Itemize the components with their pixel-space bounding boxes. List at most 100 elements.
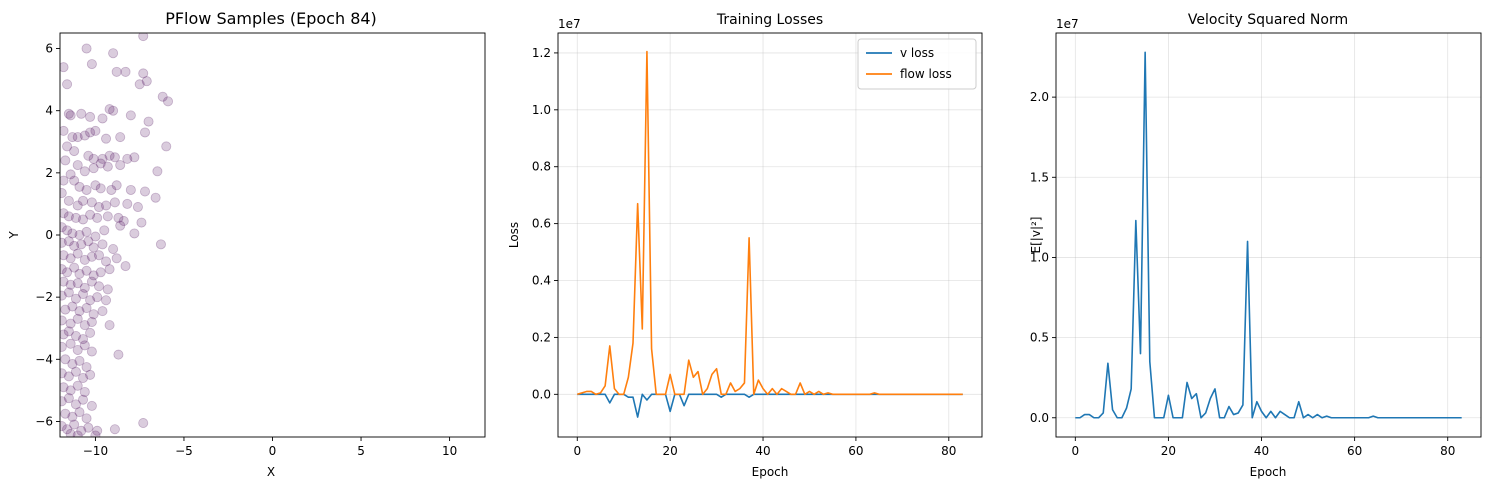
scatter-point (88, 242, 99, 253)
x-tick-label: 60 (1347, 444, 1362, 458)
scatter-point (70, 212, 81, 223)
scatter-point (78, 394, 89, 405)
scatter-point (76, 108, 87, 119)
x-tick-label: 0 (573, 444, 581, 458)
x-tick-label: 40 (1254, 444, 1269, 458)
scatter-point (65, 385, 76, 396)
scatter-point (92, 292, 103, 303)
scatter-point (60, 175, 69, 186)
grid (558, 33, 982, 437)
scatter-point (138, 68, 149, 79)
scatter-point (102, 211, 113, 222)
scatter-point (60, 368, 67, 379)
scatter-point (79, 320, 90, 331)
data-layer (60, 33, 174, 437)
scatter-point (90, 125, 101, 136)
scatter-point (69, 146, 80, 157)
scatter-point (102, 161, 113, 172)
scatter-point (78, 334, 89, 345)
scatter-point (60, 250, 69, 261)
scatter-point (86, 197, 97, 208)
y-tick-label: 0.2 (532, 330, 551, 344)
legend: v loss flow loss (857, 38, 977, 90)
scatter-point (109, 152, 120, 163)
scatter-point (101, 133, 112, 144)
scatter-point (81, 226, 92, 237)
scatter-point (72, 248, 83, 259)
scatter-point (67, 358, 78, 369)
scatter-point (136, 217, 147, 228)
scatter-point (81, 362, 92, 373)
scatter-point (72, 430, 83, 437)
x-tick-label: 80 (941, 444, 956, 458)
series-line-flow-loss (577, 50, 963, 396)
scatter-point (78, 214, 89, 225)
chart-title: Training Losses (716, 12, 823, 28)
scatter-point (90, 430, 101, 437)
scatter-point (79, 254, 90, 265)
training-losses-panel: Training Losses 1e7 0 20 40 60 80 0.0 0.2 0.4 0.… (507, 12, 983, 479)
scatter-point (85, 209, 96, 220)
scatter-point (62, 267, 73, 278)
scatter-point (122, 198, 133, 209)
scatter-point (111, 253, 122, 264)
y-tick-label: 4 (45, 104, 53, 118)
chart-title: Velocity Squared Norm (1188, 12, 1348, 28)
series-line-v-loss (577, 393, 963, 418)
scatter-point (139, 186, 150, 197)
scatter-point (81, 303, 92, 314)
scatter-point (90, 180, 101, 191)
scatter-point (60, 421, 67, 432)
scatter-point (104, 150, 115, 161)
scatter-point (62, 225, 73, 236)
scatter-point (65, 428, 76, 437)
scatter-point (79, 130, 90, 141)
scatter-point (72, 160, 83, 171)
scatter-point (60, 408, 71, 419)
scatter-point (65, 279, 76, 290)
scatter-point (81, 413, 92, 424)
scatter-point (63, 195, 74, 206)
y-tick-label: 2.0 (1030, 90, 1049, 104)
scatter-point (76, 239, 87, 250)
scatter-point (120, 66, 131, 77)
scatter-point (74, 306, 85, 317)
x-tick-label: −10 (83, 444, 108, 458)
scatter-point (69, 240, 80, 251)
scatter-point (85, 127, 96, 138)
scatter-point (70, 330, 81, 341)
scatter-point (72, 278, 83, 289)
scatter-point (86, 400, 97, 411)
scatter-point (69, 262, 80, 273)
scatter-point (88, 270, 99, 281)
scatter-point (113, 212, 124, 223)
scatter-point (125, 184, 136, 195)
scatter-point (88, 153, 99, 164)
scatter-point (85, 369, 96, 380)
data-layer (1075, 51, 1462, 419)
scatter-point (78, 289, 89, 300)
scatter-point (72, 344, 83, 355)
y-tick-label: 2 (45, 166, 53, 180)
scatter-point (101, 256, 112, 267)
scatter-point (125, 110, 136, 121)
scatter-point (74, 229, 85, 240)
chart-title: PFlow Samples (Epoch 84) (165, 9, 377, 28)
scatter-point (150, 192, 161, 203)
scatter-point (65, 110, 76, 121)
scatter-point (78, 195, 89, 206)
scatter-point (79, 166, 90, 177)
scatter-point (97, 153, 108, 164)
scatter-point (85, 295, 96, 306)
x-tick-label: 60 (848, 444, 863, 458)
x-tick-label: 80 (1440, 444, 1455, 458)
scatter-point (69, 175, 80, 186)
x-tick-label: 20 (1161, 444, 1176, 458)
scatter-point (109, 424, 120, 435)
scatter-point (97, 306, 108, 317)
y-tick-label: −4 (35, 352, 53, 366)
scatter-point (141, 76, 152, 87)
scatter-point (97, 239, 108, 250)
scatter-point (88, 163, 99, 174)
scatter-point (157, 91, 168, 102)
